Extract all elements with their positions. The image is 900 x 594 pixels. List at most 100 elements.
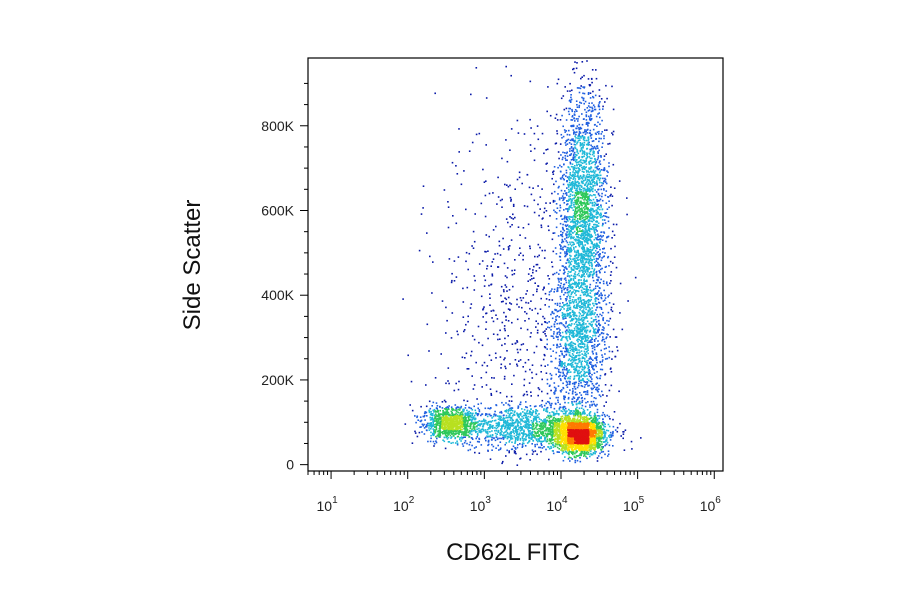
event-dot: [567, 324, 569, 327]
event-dot: [578, 315, 581, 317]
event-dot: [457, 333, 459, 336]
event-dot: [560, 166, 563, 168]
event-dot: [565, 317, 567, 319]
event-dot: [517, 132, 520, 134]
event-dot: [601, 360, 604, 363]
event-dot: [572, 149, 575, 151]
event-dot: [511, 441, 513, 444]
event-dot: [526, 205, 529, 208]
event-dot: [499, 338, 501, 340]
event-dot: [558, 448, 561, 450]
event-dot: [483, 285, 486, 287]
event-dot: [590, 376, 592, 378]
event-dot: [570, 329, 573, 332]
event-dot: [574, 61, 576, 63]
event-dot: [502, 300, 504, 303]
event-dot: [580, 379, 582, 382]
event-dot: [602, 411, 604, 414]
event-dot: [582, 324, 584, 326]
event-dot: [580, 407, 583, 409]
event-dot: [561, 369, 564, 371]
event-dot: [589, 303, 591, 306]
event-dot: [420, 419, 423, 422]
event-dot: [420, 213, 423, 215]
event-dot: [504, 365, 506, 368]
event-dot: [495, 436, 498, 438]
event-dot: [593, 450, 596, 452]
event-dot: [588, 180, 591, 182]
event-dot: [506, 449, 508, 452]
event-dot: [525, 301, 527, 304]
event-dot: [595, 260, 598, 262]
event-dot: [446, 319, 448, 322]
event-dot: [561, 265, 564, 267]
event-dot: [590, 211, 592, 213]
event-dot: [563, 202, 566, 204]
event-dot: [575, 233, 577, 236]
event-dot: [490, 359, 493, 361]
event-dot: [517, 407, 519, 409]
event-dot: [600, 155, 602, 157]
event-dot: [590, 454, 593, 456]
event-dot: [521, 443, 524, 446]
event-dot: [574, 275, 577, 278]
event-dot: [507, 436, 510, 439]
event-dot: [473, 338, 476, 341]
event-dot: [568, 175, 571, 178]
event-dot: [568, 166, 570, 169]
event-dot: [565, 221, 568, 223]
event-dot: [571, 207, 573, 209]
event-dot: [582, 250, 585, 253]
event-dot: [599, 216, 602, 219]
event-dot: [539, 338, 542, 340]
event-dot: [575, 127, 577, 130]
event-dot: [609, 431, 612, 434]
event-dot: [465, 352, 468, 355]
event-dot: [572, 129, 575, 131]
event-dot: [595, 318, 597, 321]
event-dot: [593, 178, 596, 180]
event-dot: [574, 165, 576, 167]
event-dot: [572, 147, 575, 150]
event-dot: [589, 150, 592, 153]
event-dot: [610, 306, 613, 309]
event-dot: [433, 414, 436, 417]
event-dot: [589, 236, 591, 238]
event-dot: [485, 144, 487, 146]
event-dot: [616, 346, 618, 348]
event-dot: [538, 214, 540, 217]
event-dot: [510, 239, 513, 241]
event-dot: [551, 312, 554, 314]
event-dot: [471, 245, 473, 247]
event-dot: [523, 412, 526, 414]
event-dot: [560, 279, 562, 281]
event-dot: [564, 315, 567, 318]
event-dot: [540, 224, 543, 227]
event-dot: [559, 302, 561, 305]
event-dot: [585, 188, 588, 191]
event-dot: [577, 139, 580, 142]
event-dot: [573, 230, 576, 233]
event-dot: [556, 288, 559, 291]
event-dot: [586, 378, 589, 380]
event-dot: [507, 435, 510, 438]
event-dot: [595, 282, 598, 284]
event-dot: [550, 377, 553, 380]
event-dot: [574, 391, 577, 394]
event-dot: [581, 177, 583, 180]
event-dot: [467, 268, 469, 271]
event-dot: [578, 336, 581, 339]
event-dot: [478, 441, 480, 443]
event-dot: [569, 179, 571, 181]
event-dot: [592, 209, 594, 211]
event-dot: [499, 437, 501, 440]
event-dot: [565, 299, 567, 302]
event-dot: [524, 311, 526, 313]
event-dot: [545, 335, 547, 337]
event-dot: [541, 378, 543, 381]
event-dot: [591, 241, 593, 244]
event-dot: [563, 397, 565, 400]
event-dot: [585, 115, 588, 118]
event-dot: [471, 438, 474, 440]
event-dot: [561, 176, 564, 179]
